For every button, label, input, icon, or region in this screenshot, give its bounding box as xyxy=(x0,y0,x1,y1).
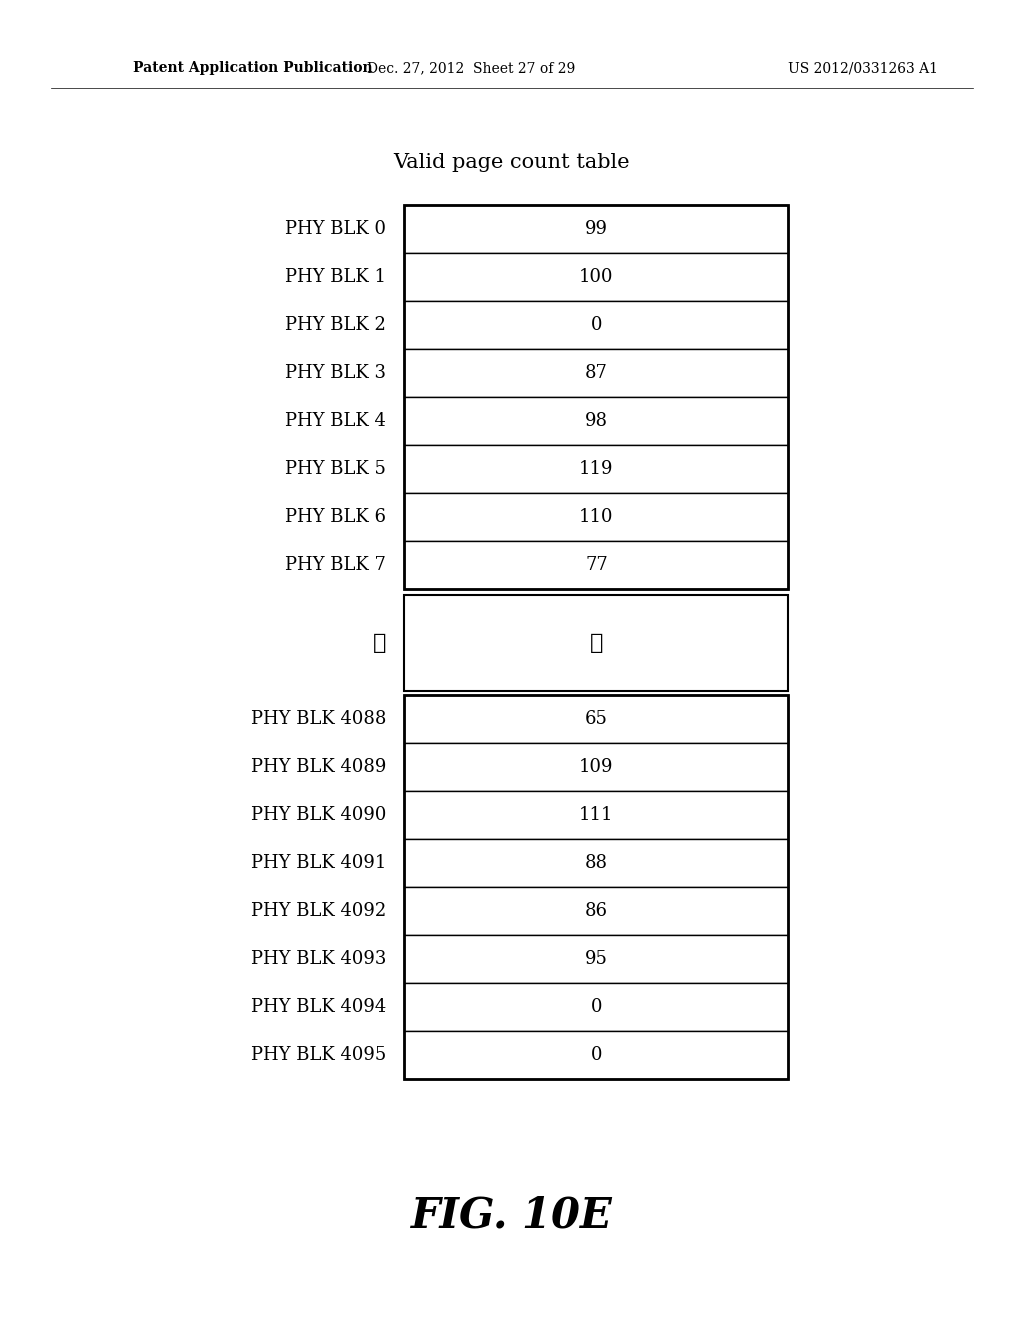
Bar xyxy=(404,595,788,690)
Text: PHY BLK 4089: PHY BLK 4089 xyxy=(251,758,386,776)
Bar xyxy=(404,696,788,743)
Text: 88: 88 xyxy=(585,854,608,873)
Text: 87: 87 xyxy=(585,364,608,381)
Text: 95: 95 xyxy=(585,950,608,968)
Bar xyxy=(404,791,788,840)
Bar xyxy=(404,205,788,589)
Text: FIG. 10E: FIG. 10E xyxy=(411,1195,613,1236)
Text: PHY BLK 5: PHY BLK 5 xyxy=(286,459,386,478)
Bar xyxy=(404,743,788,791)
Bar xyxy=(404,1031,788,1078)
Text: PHY BLK 3: PHY BLK 3 xyxy=(286,364,386,381)
Text: 98: 98 xyxy=(585,412,608,430)
Text: 65: 65 xyxy=(585,710,608,729)
Text: PHY BLK 4094: PHY BLK 4094 xyxy=(251,998,386,1016)
Text: 119: 119 xyxy=(580,459,613,478)
Text: ⋮: ⋮ xyxy=(590,632,603,653)
Bar xyxy=(404,696,788,1078)
Text: 86: 86 xyxy=(585,902,608,920)
Bar xyxy=(404,205,788,253)
Text: PHY BLK 2: PHY BLK 2 xyxy=(286,315,386,334)
Text: 109: 109 xyxy=(580,758,613,776)
Text: 77: 77 xyxy=(585,556,608,574)
Bar xyxy=(404,887,788,935)
Text: Dec. 27, 2012  Sheet 27 of 29: Dec. 27, 2012 Sheet 27 of 29 xyxy=(367,61,575,75)
Text: PHY BLK 1: PHY BLK 1 xyxy=(286,268,386,286)
Text: 0: 0 xyxy=(591,1045,602,1064)
Text: PHY BLK 7: PHY BLK 7 xyxy=(286,556,386,574)
Text: 0: 0 xyxy=(591,998,602,1016)
Bar xyxy=(404,935,788,983)
Text: Valid page count table: Valid page count table xyxy=(393,153,631,173)
Bar xyxy=(404,492,788,541)
Bar xyxy=(404,301,788,348)
Bar xyxy=(404,541,788,589)
Text: 111: 111 xyxy=(580,807,613,824)
Text: PHY BLK 6: PHY BLK 6 xyxy=(286,508,386,525)
Text: PHY BLK 0: PHY BLK 0 xyxy=(286,220,386,238)
Text: PHY BLK 4095: PHY BLK 4095 xyxy=(251,1045,386,1064)
Text: PHY BLK 4090: PHY BLK 4090 xyxy=(251,807,386,824)
Text: US 2012/0331263 A1: US 2012/0331263 A1 xyxy=(788,61,938,75)
Text: PHY BLK 4088: PHY BLK 4088 xyxy=(251,710,386,729)
Text: 0: 0 xyxy=(591,315,602,334)
Text: Patent Application Publication: Patent Application Publication xyxy=(133,61,373,75)
Bar xyxy=(404,348,788,397)
Text: PHY BLK 4092: PHY BLK 4092 xyxy=(251,902,386,920)
Bar xyxy=(404,445,788,492)
Text: 100: 100 xyxy=(580,268,613,286)
Text: 110: 110 xyxy=(580,508,613,525)
Text: PHY BLK 4093: PHY BLK 4093 xyxy=(251,950,386,968)
Text: ⋮: ⋮ xyxy=(373,632,386,653)
Text: PHY BLK 4091: PHY BLK 4091 xyxy=(251,854,386,873)
Bar xyxy=(404,253,788,301)
Bar xyxy=(404,840,788,887)
Text: PHY BLK 4: PHY BLK 4 xyxy=(286,412,386,430)
Text: 99: 99 xyxy=(585,220,608,238)
Bar xyxy=(404,983,788,1031)
Bar xyxy=(404,397,788,445)
